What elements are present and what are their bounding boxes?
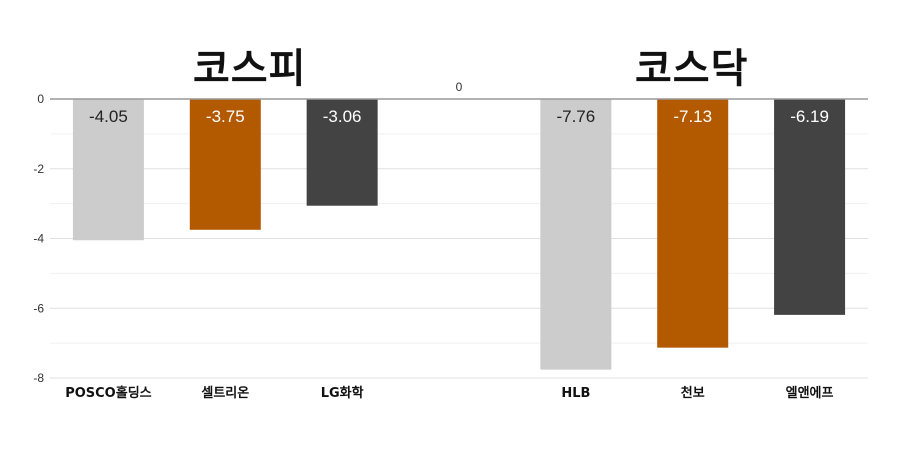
- bar: [774, 99, 846, 315]
- y-tick-label: -4: [33, 232, 44, 246]
- y-tick-label: -8: [33, 371, 44, 385]
- category-label: 엘앤에프: [786, 385, 834, 401]
- category-label: POSCO홀딩스: [65, 385, 151, 401]
- bar: [540, 99, 612, 370]
- y-tick-label: -2: [33, 162, 44, 176]
- bar: [306, 99, 378, 206]
- category-label: 천보: [681, 386, 705, 401]
- data-label: -3.75: [206, 107, 245, 126]
- bar: [189, 99, 261, 230]
- data-label: -4.05: [89, 107, 128, 126]
- data-label: -7.13: [673, 107, 712, 126]
- y-tick-label: -6: [33, 301, 44, 315]
- data-label: -6.19: [790, 107, 829, 126]
- kospi-title: 코스피: [193, 46, 307, 92]
- bar: [657, 99, 729, 348]
- category-label: LG화학: [321, 385, 364, 401]
- data-label: 0: [456, 80, 463, 94]
- data-label: -3.06: [323, 107, 362, 126]
- kosdaq-title: 코스닥: [635, 46, 749, 92]
- bar: [72, 99, 144, 241]
- data-label: -7.76: [556, 107, 595, 126]
- category-label: 셀트리온: [201, 385, 249, 401]
- category-label: HLB: [561, 386, 590, 401]
- y-tick-label: 0: [37, 92, 44, 106]
